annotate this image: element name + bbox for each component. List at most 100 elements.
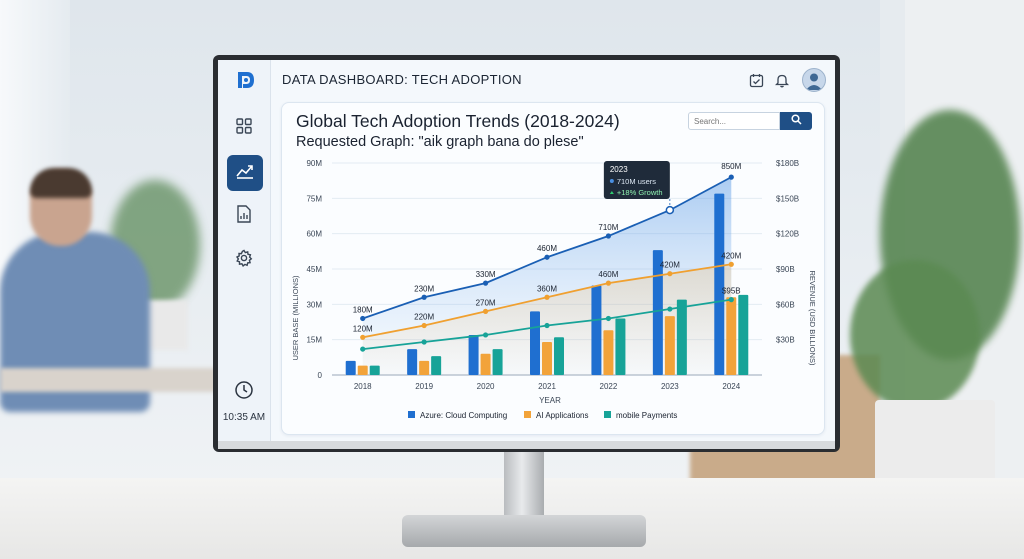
x-tick-label: 2018 — [354, 382, 372, 391]
x-axis-title: YEAR — [539, 396, 561, 405]
monitor-screen: 10:35 AM DATA DASHBOARD: TECH ADOPTION G… — [218, 60, 835, 441]
tooltip-box — [603, 161, 670, 199]
x-tick-label: 2021 — [538, 382, 556, 391]
bell-icon[interactable] — [772, 70, 792, 90]
bar — [652, 250, 663, 375]
clock-icon — [234, 380, 254, 405]
sidebar-item-reports[interactable] — [230, 202, 258, 230]
bar — [726, 297, 737, 375]
gear-icon — [235, 249, 253, 272]
grid-icon — [235, 117, 253, 140]
growth-arrow-icon — [609, 191, 614, 194]
y-tick-label: 60M — [306, 230, 322, 239]
user-avatar-icon[interactable] — [802, 68, 826, 92]
x-tick-label: 2022 — [600, 382, 618, 391]
data-point — [544, 254, 550, 260]
x-tick-label: 2023 — [661, 382, 679, 391]
y-tick-label: 0 — [318, 371, 323, 380]
chart-subtitle: Requested Graph: "aik graph bana do ples… — [296, 134, 584, 150]
data-point — [421, 322, 427, 329]
background-person-hair — [30, 168, 92, 198]
data-point — [605, 233, 612, 239]
bar — [357, 365, 368, 375]
y2-tick-label: $120B — [776, 230, 799, 239]
bar — [480, 353, 491, 375]
bar — [492, 349, 503, 375]
y-tick-label: 45M — [306, 265, 322, 274]
data-label: 230M — [414, 284, 434, 293]
bar — [664, 316, 675, 375]
data-point — [482, 308, 489, 314]
clock-time: 10:35 AM — [222, 412, 266, 423]
y-tick-label: 15M — [306, 336, 322, 345]
y-tick-label: 90M — [306, 159, 322, 168]
legend-swatch — [524, 411, 531, 418]
sidebar-item-grid[interactable] — [230, 114, 258, 142]
y-tick-label: 75M — [306, 194, 322, 203]
background-pot-right — [875, 400, 995, 485]
data-label: 120M — [353, 324, 373, 333]
y2-tick-label: $90B — [776, 265, 795, 274]
chart-card: Global Tech Adoption Trends (2018-2024) … — [281, 102, 825, 435]
legend-swatch — [604, 411, 611, 418]
bar — [530, 311, 540, 375]
x-tick-label: 2019 — [415, 382, 433, 391]
data-point — [421, 294, 427, 300]
tooltip-users: 710M users — [617, 177, 656, 186]
area-fill-secondary — [362, 264, 732, 375]
data-label: 330M — [476, 270, 496, 279]
search-input[interactable] — [688, 112, 780, 130]
bar — [603, 330, 614, 375]
data-label: $95B — [722, 287, 741, 296]
legend-label: AI Applications — [536, 411, 588, 420]
sidebar-item-trends[interactable] — [227, 155, 263, 191]
y2-tick-label: $30B — [776, 336, 795, 345]
calendar-check-icon[interactable] — [746, 70, 766, 90]
tooltip-anchor-point — [665, 205, 675, 215]
bar — [554, 337, 564, 375]
data-point — [728, 261, 734, 267]
data-label: 420M — [660, 261, 680, 270]
y2-tick-label: $60B — [776, 300, 795, 309]
legend-label: mobile Payments — [616, 411, 677, 420]
data-label: 270M — [476, 298, 496, 307]
legend-swatch — [408, 411, 415, 418]
data-point — [360, 346, 366, 352]
data-point — [667, 306, 673, 312]
x-tick-label: 2024 — [722, 382, 740, 391]
bar — [407, 349, 418, 375]
bar — [542, 342, 552, 375]
y-axis-title: USER BASE (MILLIONS) — [291, 275, 300, 361]
data-point — [728, 174, 734, 180]
background-plant-right-lower — [850, 260, 980, 410]
bar — [714, 193, 725, 375]
sidebar-item-settings[interactable] — [230, 246, 258, 274]
chart-title: Global Tech Adoption Trends (2018-2024) — [296, 111, 620, 131]
data-point — [482, 332, 489, 338]
app-logo-icon[interactable] — [234, 69, 256, 91]
search-button[interactable] — [780, 112, 812, 130]
data-label: 460M — [537, 244, 557, 253]
bar — [345, 360, 356, 375]
bar — [468, 334, 479, 375]
data-label: 220M — [414, 313, 434, 322]
top-data-label: 850M — [721, 162, 741, 171]
y-tick-label: 30M — [306, 300, 322, 309]
trend-chart-icon — [235, 162, 255, 185]
data-point — [544, 294, 550, 300]
bar — [369, 365, 380, 375]
data-point — [544, 322, 550, 329]
report-icon — [236, 204, 252, 228]
bar — [615, 318, 626, 375]
bar — [591, 285, 602, 375]
bar — [419, 360, 430, 375]
data-label: 460M — [598, 270, 618, 279]
data-point — [360, 334, 366, 340]
data-label: 710M — [598, 223, 618, 232]
monitor-stand — [504, 450, 544, 525]
tooltip-year: 2023 — [610, 165, 628, 174]
x-tick-label: 2020 — [477, 382, 495, 391]
y2-tick-label: $150B — [776, 194, 799, 203]
data-point — [728, 297, 734, 303]
bar — [431, 356, 442, 375]
